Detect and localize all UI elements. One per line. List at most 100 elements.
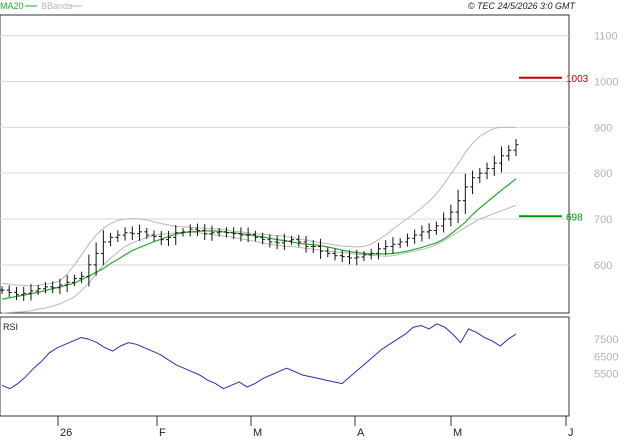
time-tick-label: M	[253, 427, 262, 439]
time-tick-label: 26	[60, 427, 72, 439]
ohlc-bar	[383, 240, 389, 256]
price-gridlines	[0, 35, 569, 266]
ohlc-bar	[470, 170, 476, 195]
ohlc-bars	[0, 138, 519, 301]
ohlc-bar	[346, 250, 352, 265]
ohlc-bar	[28, 283, 34, 301]
ma20-line-path	[1, 178, 517, 300]
ohlc-bar	[491, 155, 497, 177]
time-tick-label: M	[453, 427, 462, 439]
ohlc-bar	[245, 227, 251, 243]
ohlc-bar	[433, 221, 439, 235]
ohlc-bar	[6, 285, 12, 298]
ohlc-bar	[100, 230, 106, 266]
ohlc-bar	[144, 228, 150, 239]
price-panel-frame	[0, 14, 570, 314]
ohlc-bar	[513, 138, 519, 157]
ohlc-bar	[252, 230, 258, 242]
ohlc-bar	[0, 286, 5, 294]
ohlc-bar	[260, 232, 266, 245]
rsi-panel-frame	[0, 316, 570, 417]
ohlc-bar	[506, 145, 512, 161]
ohlc-bar	[267, 234, 273, 248]
price-tick-label: 600	[594, 260, 612, 272]
ohlc-bar	[441, 212, 447, 233]
ohlc-bar	[412, 229, 418, 244]
ohlc-bar	[35, 284, 41, 295]
ohlc-bar	[50, 281, 56, 294]
ohlc-bar	[375, 242, 381, 260]
rsi-line-path	[1, 323, 517, 390]
ohlc-bar	[71, 274, 77, 287]
ma20-line	[1, 178, 517, 300]
ohlc-bar	[318, 238, 324, 259]
ohlc-bar	[158, 230, 164, 246]
price-axis: 1100 1000 900 800 700 600	[594, 31, 618, 272]
rsi-panel: RSI 7500 6500 5500	[0, 316, 618, 417]
rsi-tick-label: 5500	[594, 368, 618, 380]
price-tick-label: 1100	[594, 31, 618, 43]
ohlc-bar	[42, 282, 48, 294]
ohlc-bar	[13, 286, 19, 301]
ohlc-bar	[339, 250, 345, 263]
ohlc-bar	[129, 226, 135, 241]
ohlc-bar	[310, 240, 316, 253]
ohlc-bar	[455, 189, 461, 224]
ohlc-bar	[419, 225, 425, 242]
ohlc-bar	[187, 224, 193, 237]
ohlc-bar	[86, 254, 92, 287]
price-panel: 1100 1000 900 800 700 600 1003 698	[0, 14, 618, 314]
ohlc-bar	[115, 230, 121, 243]
level-label: 698	[566, 212, 583, 223]
bbands-lower-line	[1, 204, 517, 314]
ohlc-bar	[21, 286, 27, 301]
ohlc-bar	[274, 235, 280, 250]
time-axis: 26 F M A M J	[57, 416, 574, 439]
bollinger-bands	[1, 126, 517, 314]
ohlc-bar	[79, 271, 85, 284]
ohlc-bar	[108, 232, 114, 247]
legend-ma20: MA20	[0, 1, 24, 11]
copyright-credit: © TEC 24/5/2026 3:0 GMT	[468, 1, 577, 11]
ohlc-bar	[209, 225, 215, 241]
ohlc-bar	[137, 224, 143, 241]
price-tick-label: 900	[594, 122, 612, 134]
ohlc-bar	[325, 247, 331, 258]
header: MA20 BBands © TEC 24/5/2026 3:0 GMT	[0, 1, 576, 11]
ohlc-bar	[223, 227, 229, 238]
ohlc-bar	[166, 231, 172, 246]
ohlc-bar	[216, 228, 222, 237]
ohlc-bar	[231, 227, 237, 240]
time-tick-label: J	[568, 427, 574, 439]
level-label: 1003	[566, 74, 589, 85]
price-tick-label: 1000	[594, 76, 618, 88]
time-tick-label: A	[357, 427, 365, 439]
level-annotations: 1003 698	[519, 74, 589, 223]
price-tick-label: 800	[594, 168, 612, 180]
ohlc-bar	[397, 238, 403, 249]
ohlc-bar	[499, 146, 505, 173]
legend-bbands: BBands	[41, 1, 73, 11]
rsi-title: RSI	[3, 322, 18, 332]
ohlc-bar	[173, 225, 179, 246]
rsi-tick-label: 7500	[594, 334, 618, 346]
ohlc-bar	[303, 235, 309, 253]
ohlc-bar	[281, 233, 287, 251]
ohlc-bar	[296, 234, 302, 247]
ohlc-bar	[448, 204, 454, 227]
ohlc-bar	[202, 224, 208, 241]
ohlc-bar	[361, 250, 367, 261]
ohlc-bar	[477, 167, 483, 183]
ohlc-bar	[289, 235, 295, 245]
ohlc-bar	[354, 249, 360, 266]
ohlc-bar	[404, 233, 410, 247]
ohlc-bar	[462, 173, 468, 214]
ohlc-bar	[238, 227, 244, 242]
rsi-tick-label: 6500	[594, 351, 618, 363]
price-tick-label: 700	[594, 214, 612, 226]
ohlc-bar	[368, 248, 374, 260]
ohlc-bar	[180, 228, 186, 237]
ohlc-bar	[93, 242, 99, 276]
ohlc-bar	[194, 223, 200, 236]
